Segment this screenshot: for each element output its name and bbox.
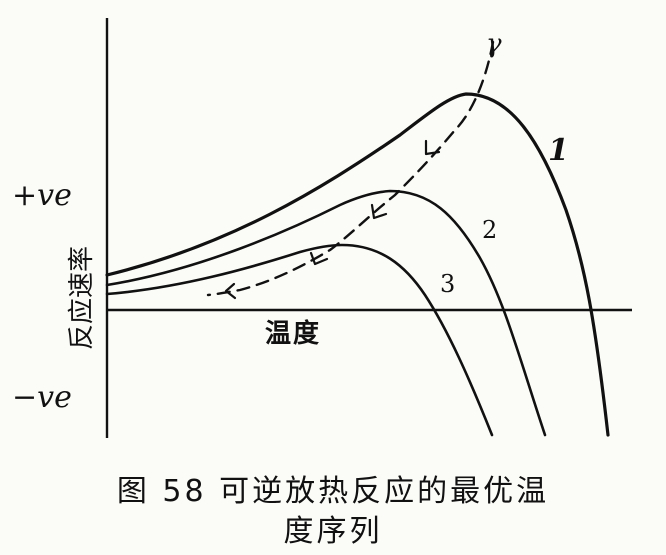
- optimal-path-label: γ: [486, 29, 502, 59]
- optimal-path-dashed-line: [206, 40, 495, 297]
- rate-temperature-figure: γ 1 2 3 +ve −ve 反应速率 温度: [12, 18, 632, 438]
- y-axis-label: 反应速率: [67, 246, 97, 350]
- negative-rate-marker: −ve: [12, 380, 72, 415]
- caption-line-1: 图 58 可逆放热反应的最优温: [116, 474, 550, 509]
- arrowhead-2: [370, 203, 388, 220]
- curve-3-label: 3: [440, 270, 455, 298]
- curve-3: [105, 243, 494, 437]
- arrowhead-3: [309, 251, 329, 266]
- curve-2-label: 2: [482, 216, 497, 244]
- curve-1: [105, 92, 610, 437]
- positive-rate-marker: +ve: [12, 178, 72, 213]
- arrowhead-1: [424, 139, 441, 156]
- x-axis-label: 温度: [265, 318, 321, 349]
- curve-1-label: 1: [548, 133, 569, 168]
- curve-2: [105, 189, 547, 437]
- caption-line-2: 度序列: [283, 514, 383, 549]
- figure-caption: 图 58 可逆放热反应的最优温 度序列: [0, 472, 666, 552]
- arrowhead-4: [224, 282, 237, 300]
